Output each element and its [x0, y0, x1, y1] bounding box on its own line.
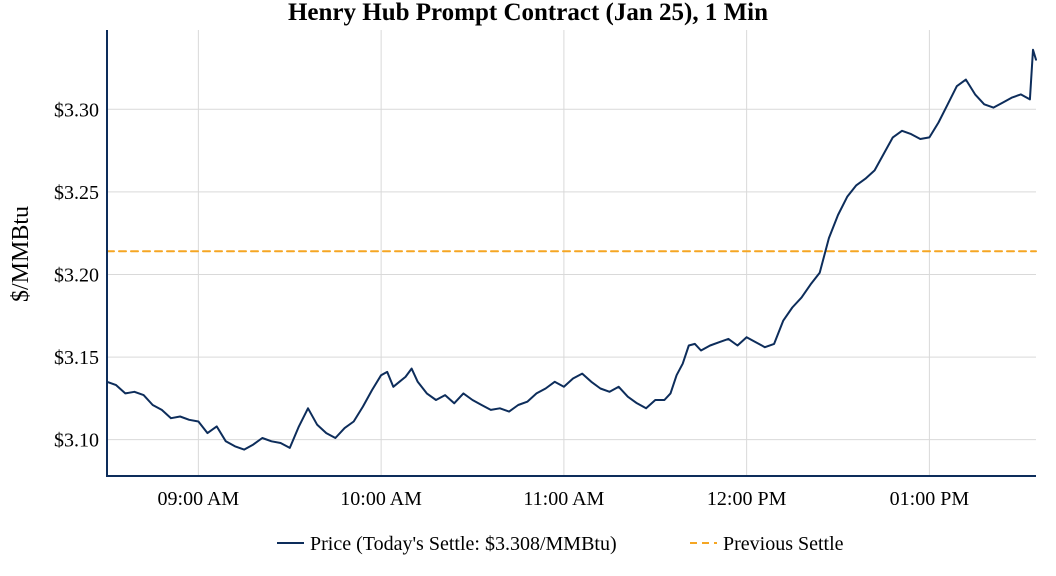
series-layer: [106, 48, 1037, 451]
y-axis-label: $/MMBtu: [8, 206, 34, 302]
x-tick-label: 11:00 AM: [523, 488, 604, 510]
price-line: [106, 48, 1037, 451]
y-tick-labels: $3.10 $3.15 $3.20 $3.25 $3.30: [54, 99, 99, 451]
y-tick-label: $3.25: [54, 182, 99, 204]
y-tick-label: $3.15: [54, 347, 99, 369]
legend: Price (Today's Settle: $3.308/MMBtu) Pre…: [277, 533, 844, 555]
grid-lines: [107, 30, 1036, 476]
axes: [106, 30, 1036, 477]
y-tick-label: $3.10: [54, 430, 99, 452]
x-tick-label: 10:00 AM: [340, 488, 422, 510]
x-tick-label: 12:00 PM: [707, 488, 787, 510]
legend-previous-settle-label: Previous Settle: [723, 533, 844, 555]
x-tick-label: 01:00 PM: [890, 488, 970, 510]
y-tick-label: $3.30: [54, 99, 99, 121]
y-tick-label: $3.20: [54, 264, 99, 286]
chart-title: Henry Hub Prompt Contract (Jan 25), 1 Mi…: [288, 0, 768, 26]
x-tick-labels: 09:00 AM 10:00 AM 11:00 AM 12:00 PM 01:00 PM: [158, 488, 970, 510]
x-tick-label: 09:00 AM: [158, 488, 240, 510]
legend-price-label: Price (Today's Settle: $3.308/MMBtu): [310, 533, 617, 555]
